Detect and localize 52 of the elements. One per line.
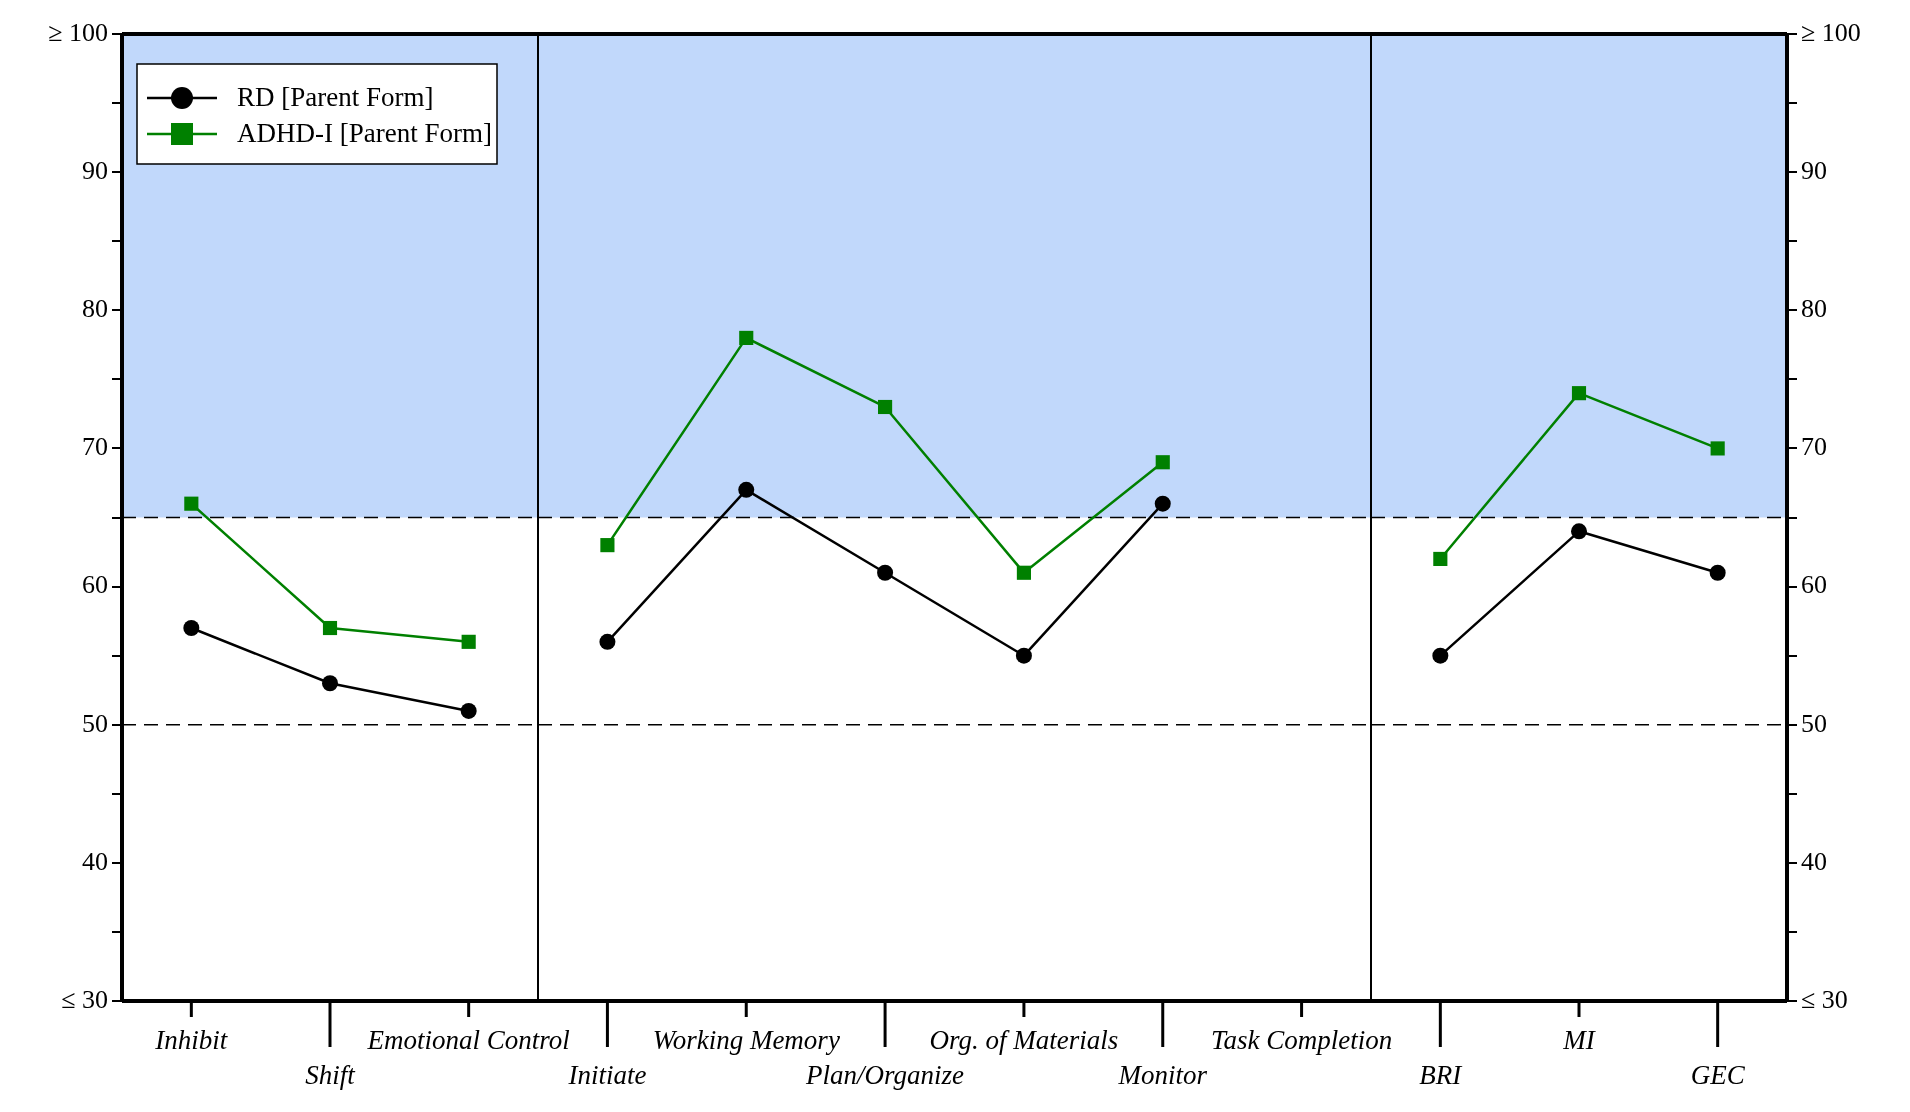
- point: [1015, 647, 1032, 664]
- y2-tick-label: ≥ 100: [1801, 17, 1861, 47]
- y2-tick-label: 70: [1801, 432, 1827, 462]
- point: [1710, 441, 1725, 456]
- x-tick-label: Shift: [305, 1059, 357, 1090]
- y-tick-label: 40: [82, 846, 108, 876]
- point: [1432, 647, 1449, 664]
- x-tick-label: Plan/Organize: [805, 1059, 965, 1090]
- point: [183, 620, 200, 637]
- x-tick-label: MI: [1562, 1025, 1597, 1056]
- x-tick-label: Org. of Materials: [929, 1025, 1119, 1056]
- y2-tick-label: 90: [1801, 155, 1827, 185]
- y2-tick-label: ≤ 30: [1801, 984, 1848, 1014]
- point: [1155, 455, 1170, 470]
- point: [461, 634, 476, 649]
- point: [600, 538, 615, 553]
- point: [878, 399, 893, 415]
- point: [599, 633, 616, 650]
- point: [738, 481, 755, 498]
- legend-label: RD [Parent Form]: [237, 82, 434, 113]
- y2-tick-label: 50: [1801, 708, 1827, 738]
- y-tick-label: 60: [82, 570, 108, 600]
- point: [1016, 565, 1031, 580]
- x-tick-label: Emotional Control: [366, 1025, 570, 1056]
- point: [184, 496, 199, 511]
- y2-tick-label: 60: [1801, 570, 1827, 600]
- y-tick-label: ≤ 30: [61, 984, 108, 1014]
- legend-label: ADHD-I [Parent Form]: [237, 118, 492, 149]
- point: [322, 675, 338, 692]
- point: [1571, 386, 1587, 401]
- point: [1571, 523, 1587, 540]
- x-tick-label: GEC: [1690, 1059, 1746, 1090]
- y-tick-label: 70: [82, 432, 108, 462]
- x-tick-label: Monitor: [1117, 1059, 1208, 1090]
- y2-tick-label: 40: [1801, 846, 1827, 876]
- y-tick-label: ≥ 100: [48, 17, 108, 47]
- point: [739, 330, 754, 345]
- x-tick-label: Working Memory: [652, 1025, 840, 1056]
- point: [1154, 495, 1171, 512]
- y-tick-label: 80: [82, 294, 108, 324]
- point: [1433, 551, 1448, 567]
- x-tick-label: Task Completion: [1210, 1025, 1393, 1056]
- point: [460, 702, 477, 719]
- y2-tick-label: 80: [1801, 294, 1827, 324]
- y-tick-label: 50: [82, 708, 108, 738]
- point: [877, 564, 894, 581]
- point: [1709, 564, 1726, 581]
- x-tick-label: Initiate: [567, 1059, 647, 1090]
- point: [322, 620, 338, 636]
- x-tick-label: Inhibit: [154, 1025, 229, 1056]
- y-tick-label: 90: [82, 155, 108, 185]
- x-tick-label: BRI: [1419, 1059, 1464, 1090]
